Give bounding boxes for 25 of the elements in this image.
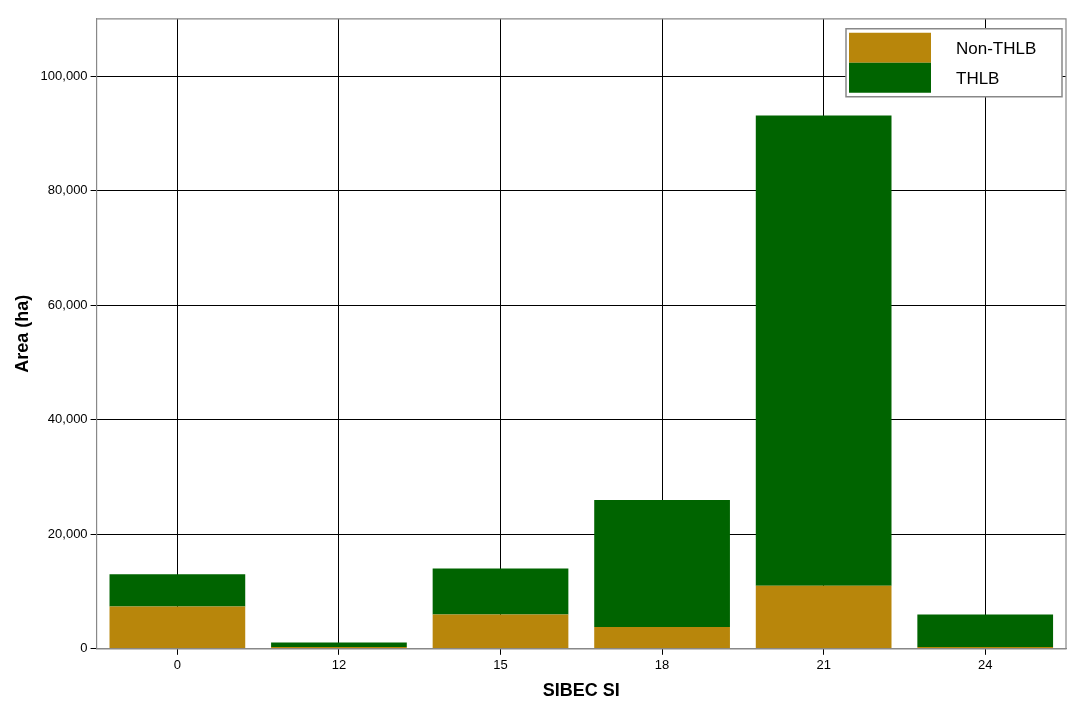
bar	[432, 568, 569, 615]
x-axis-title: SIBEC SI	[542, 680, 620, 701]
x-tick-label: 18	[654, 657, 670, 673]
y-tick-label: 100,000	[40, 67, 88, 83]
bar	[917, 614, 1054, 648]
legend-label: Non-THLB	[956, 39, 1037, 59]
x-tick-label: 0	[173, 657, 181, 673]
bar	[432, 614, 569, 649]
x-tick-label: 21	[816, 657, 831, 673]
y-tick-label: 40,000	[47, 411, 88, 427]
y-tick-label: 80,000	[47, 182, 88, 198]
x-tick-label: 24	[977, 657, 993, 673]
bar	[594, 627, 730, 649]
legend-label: THLB	[956, 69, 1000, 89]
y-tick-label: 20,000	[47, 525, 88, 541]
y-axis-title: Area (ha)	[11, 294, 32, 373]
x-tick-label: 15	[493, 657, 508, 673]
y-tick-label: 0	[80, 640, 88, 656]
bar	[755, 585, 892, 649]
y-tick-label: 60,000	[47, 296, 88, 312]
bar	[109, 574, 246, 607]
bar	[755, 115, 892, 586]
bar	[109, 606, 246, 649]
bar	[594, 499, 730, 628]
x-tick-label: 12	[331, 657, 347, 673]
